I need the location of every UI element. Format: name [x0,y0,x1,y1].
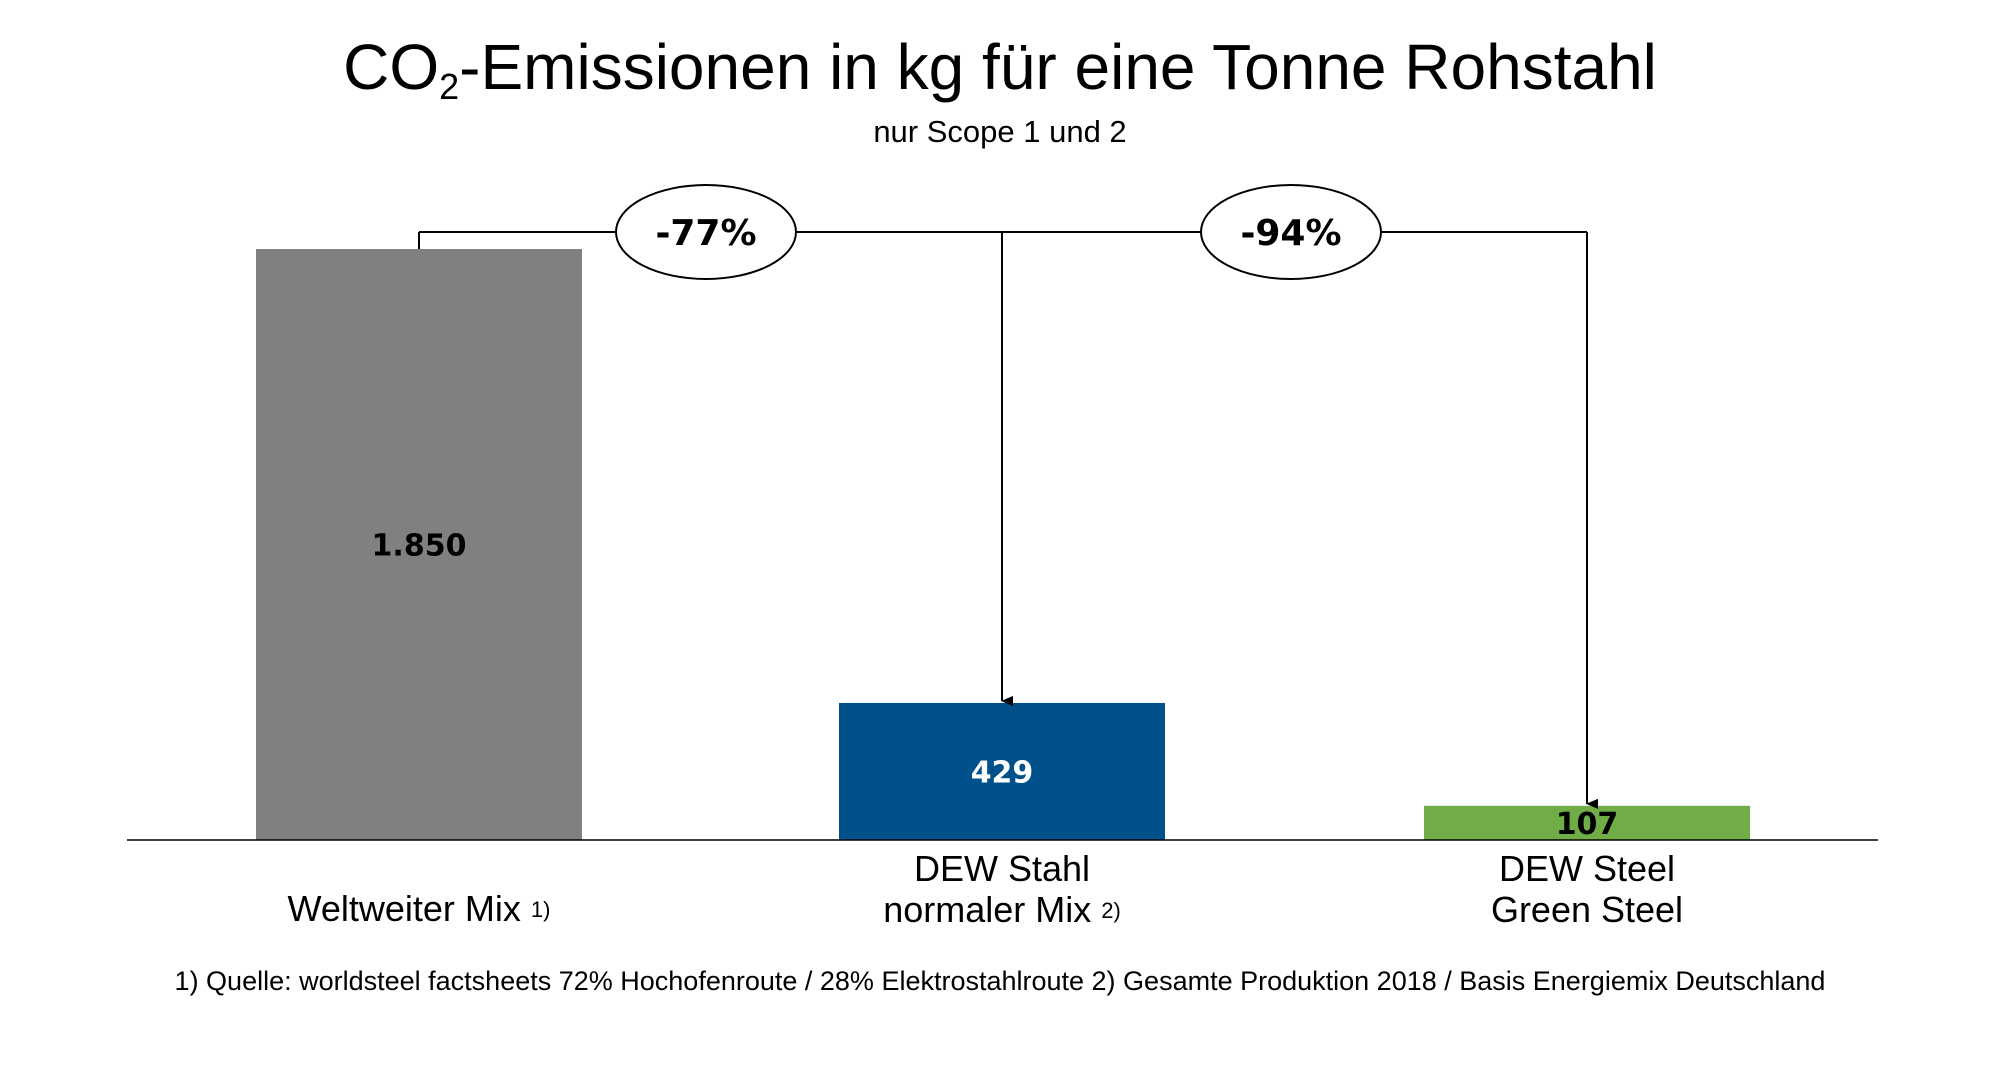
title-rest: -Emissionen in kg für eine Tonne Rohstah… [459,31,1657,103]
footnote: 1) Quelle: worldsteel factsheets 72% Hoc… [174,966,1826,996]
category-label-line: Green Steel [1337,889,1837,930]
category-label-text: Weltweiter Mix [287,888,521,929]
bar-value-label-1: 1.850 [372,529,467,564]
category-label-text: DEW Stahl [913,848,1091,889]
category-label-3: DEW Steel Green Steel [1337,848,1837,930]
reduction-bubble-2 [1200,184,1382,280]
category-label-2: DEW Stahl normaler Mix 2) [752,848,1252,931]
title-subscript: 2 [439,66,460,107]
category-label-line: Weltweiter Mix 1) [169,888,669,930]
category-label-line: DEW Steel [1337,848,1837,889]
reduction-label-1: -77% [655,213,756,254]
footnote-mark: 2) [1101,898,1121,923]
category-label-text: normaler Mix [883,889,1092,930]
bar-2 [839,702,1165,840]
category-label-1: Weltweiter Mix 1) [169,888,669,930]
footnote-mark: 1) [530,897,551,922]
bar-3 [1424,805,1750,840]
category-label-line: DEW Stahl [752,848,1252,889]
chart-subtitle: nur Scope 1 und 2 [873,114,1127,149]
chart-title: CO2-Emissionen in kg für eine Tonne Rohs… [0,32,2000,107]
reduction-label-2: -94% [1240,213,1341,254]
reduction-bubble-1 [615,184,797,280]
title-co: CO [343,31,440,103]
category-label-text: DEW Steel [1498,848,1676,889]
bar-value-label-3: 107 [1556,807,1619,842]
bar-value-label-2: 429 [971,755,1034,790]
category-label-line: normaler Mix 2) [752,889,1252,931]
category-label-text: Green Steel [1490,889,1684,930]
bar-1 [256,249,582,840]
